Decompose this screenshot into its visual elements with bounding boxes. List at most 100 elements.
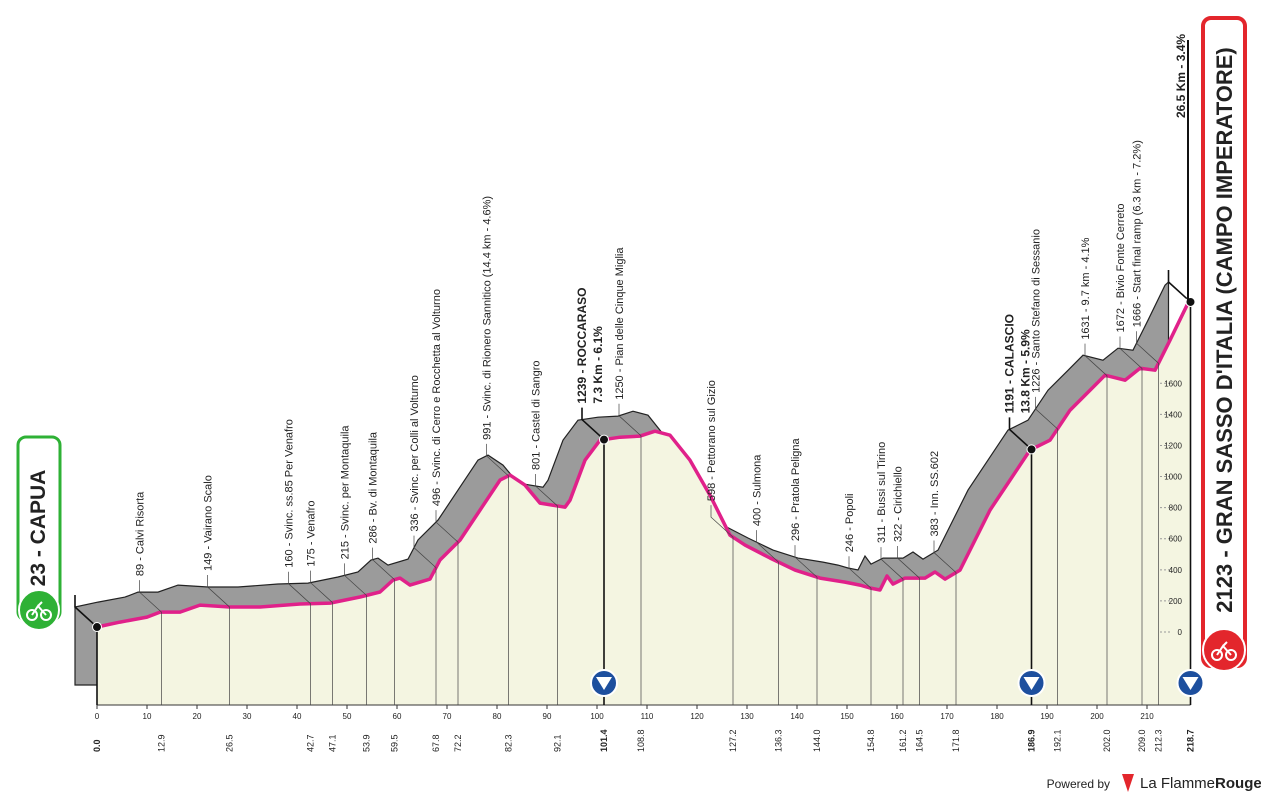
y-tick-label: 600 [1169,535,1183,544]
waypoint-line [139,580,162,705]
brand-name-bold: Rouge [1215,775,1261,792]
kom-triangle [596,677,612,690]
finish-bike [1211,641,1237,661]
waypoint-line [710,505,734,705]
x-tick-label: 90 [543,712,552,721]
start-icon [18,589,60,631]
x-tick-label: 60 [393,712,402,721]
kom-triangle [1182,677,1199,690]
waypoint-line [618,403,642,705]
waypoint-km: 136.3 [774,729,784,752]
x-tick-label: 180 [990,712,1004,721]
waypoint-line [74,595,98,705]
profile-fill [97,302,1191,705]
x-tick-label: 80 [493,712,502,721]
waypoint-label: 383 - Inn. SS.602 [929,451,941,537]
waypoint-line [435,510,459,705]
waypoint-km: 92.1 [553,734,563,752]
x-tick-label: 150 [840,712,854,721]
x-tick-label: 30 [243,712,252,721]
x-tick-label: 200 [1090,712,1104,721]
waypoint-km: 53.9 [362,734,372,752]
x-tick-label: 170 [940,712,954,721]
waypoint-label: 149 - Vairano Scalo [203,475,215,571]
waypoint-km: 161.2 [898,729,908,752]
waypoint-label: 175 - Venafro [306,501,318,567]
x-tick-label: 0 [95,712,100,721]
final-climb-label: 26.5 Km - 3.4% [1174,34,1188,118]
waypoint-line [344,563,367,705]
waypoint-line [1084,343,1108,705]
finish-label: 2123 - GRAN SASSO D'ITALIA (CAMPO IMPERA… [1212,47,1237,612]
waypoint-label: 322 - Cirichiello [893,466,905,542]
waypoint-km: 47.1 [328,734,338,752]
waypoint-line [535,473,558,705]
x-tick-label: 10 [143,712,152,721]
waypoint-label: 311 - Bussi sul Tirino [876,442,888,543]
waypoint-line [372,547,395,705]
waypoint-line [848,556,872,705]
waypoint-line [756,530,779,705]
waypoint-line [581,407,605,705]
kom-triangle [1023,677,1040,690]
waypoint-km: 186.9 [1027,729,1037,752]
brand: La FlammeRouge [1140,775,1261,792]
climb-label: 7.3 Km - 6.1% [591,326,605,404]
waypoint-label: 89 - Calvi Risorta [135,491,147,576]
waypoint-km: 26.5 [225,734,235,752]
brand-name: La Flamme [1140,775,1215,792]
y-tick-label: 400 [1169,566,1183,575]
waypoint-label: 286 - Bv. di Montaquila [368,431,380,544]
climb-label: 13.8 Km - 5.9% [1019,329,1033,413]
brand-logo [1122,774,1134,792]
waypoint-line [1167,269,1192,705]
waypoint-label: 1672 - Bivio Fonte Cerreto [1115,203,1127,332]
waypoint-label: 160 - Svinc. ss.85 Per Venafro [284,419,296,568]
waypoint-km: 192.1 [1053,729,1063,752]
waypoint-km: 209.0 [1137,729,1147,752]
waypoint-km: 127.2 [728,729,738,752]
waypoint-label: 1226 - Santo Stefano di Sessanio [1031,229,1043,393]
y-tick-label: 200 [1169,597,1183,606]
waypoint-line [933,540,957,705]
waypoint-km: 101.4 [599,729,609,752]
waypoint-km: 108.8 [636,729,646,752]
summit-dot [1026,444,1037,455]
waypoint-km: 42.7 [306,734,316,752]
start-label: 23 - CAPUA [27,470,50,587]
x-tick-label: 210 [1140,712,1154,721]
y-tick-label: 800 [1169,504,1183,513]
marks-layer: 0 10 20 30 40 50 60 70 80 90 100 110 120 130 140 150 160… [74,140,1205,752]
summit-dot [92,622,102,633]
y-tick-label: 1000 [1164,473,1182,482]
waypoint-label: 496 - Svinc. di Cerro e Rocchetta al Vol… [431,289,443,506]
x-tick-label: 40 [293,712,302,721]
x-tick-label: 100 [590,712,604,721]
waypoint-label: 801 - Castel di Sangro [531,361,543,470]
waypoint-label: 336 - Svinc. per Colli al Volturno [409,375,421,532]
x-tick-label: 20 [193,712,202,721]
x-tick-label: 50 [343,712,352,721]
waypoint-label: 598 - Pettorano sul Gizio [706,380,718,501]
waypoint-line [794,545,818,705]
waypoint-line [413,535,437,705]
waypoint-km: 171.8 [951,729,961,752]
waypoint-km: 72.2 [453,734,463,752]
waypoint-km: 202.0 [1102,729,1112,752]
summit-dot [599,434,609,445]
waypoint-line [310,570,333,705]
waypoint-line [207,574,230,705]
waypoint-km: 67.8 [431,734,441,752]
waypoint-label: 1631 - 9.7 km - 4.1% [1080,237,1092,339]
waypoint-label: 400 - Sulmona [752,454,764,526]
waypoint-line [1008,417,1033,705]
waypoint-km: 154.8 [866,729,876,752]
x-tick-label: 190 [1040,712,1054,721]
waypoint-line [1119,336,1143,705]
x-tick-label: 110 [641,712,654,721]
waypoint-label: 246 - Popoli [844,493,856,552]
waypoint-line [897,546,920,705]
waypoint-label: 1666 - Start final ramp (6.3 km - 7.2%) [1132,140,1144,327]
waypoint-label: 296 - Pratola Peligna [790,437,802,541]
